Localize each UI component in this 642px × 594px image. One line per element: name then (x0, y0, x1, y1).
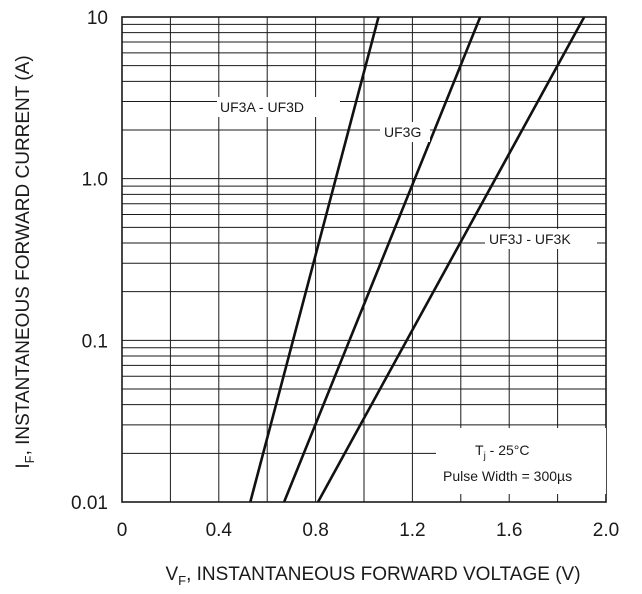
x-axis-title: VF, INSTANTANEOUS FORWARD VOLTAGE (V) (165, 564, 580, 588)
x-tick-label: 2.0 (593, 520, 619, 541)
pulse-width-note: Pulse Width = 300µs (443, 468, 572, 484)
y-tick-label: 0.1 (82, 331, 108, 352)
series-line-1 (282, 16, 482, 503)
label-uf3a-uf3d-text: UF3A - UF3D (220, 99, 304, 115)
conditions-note: Tj - 25°C Pulse Width = 300µs (436, 428, 606, 494)
y-tick-labels: 0.01 0.1 1.0 10 (71, 8, 108, 514)
label-uf3g: UF3G (380, 122, 430, 142)
x-tick-labels: 0 0.4 0.8 1.2 1.6 2.0 (117, 520, 620, 541)
grid (122, 17, 606, 502)
plot-frame (121, 16, 607, 503)
curves (249, 16, 586, 503)
junction-temp-note: Tj - 25°C (475, 442, 530, 462)
label-uf3j-uf3k: UF3J - UF3K (485, 229, 597, 249)
label-uf3g-text: UF3G (384, 124, 421, 140)
y-axis-title: IF, INSTANTANEOUS FORWARD CURRENT (A) (13, 55, 37, 468)
x-tick-label: 0.4 (206, 520, 233, 541)
label-uf3j-uf3k-text: UF3J - UF3K (489, 231, 571, 247)
y-tick-label: 1.0 (82, 170, 108, 191)
series-line-0 (249, 16, 380, 503)
x-tick-label: 0.8 (302, 520, 328, 541)
y-tick-label: 10 (87, 8, 108, 29)
x-tick-label: 1.6 (496, 520, 522, 541)
x-tick-label: 1.2 (399, 520, 425, 541)
y-tick-label: 0.01 (71, 493, 108, 514)
series-line-2 (316, 16, 586, 503)
x-tick-label: 0 (117, 520, 128, 541)
label-uf3a-uf3d: UF3A - UF3D (217, 97, 340, 117)
